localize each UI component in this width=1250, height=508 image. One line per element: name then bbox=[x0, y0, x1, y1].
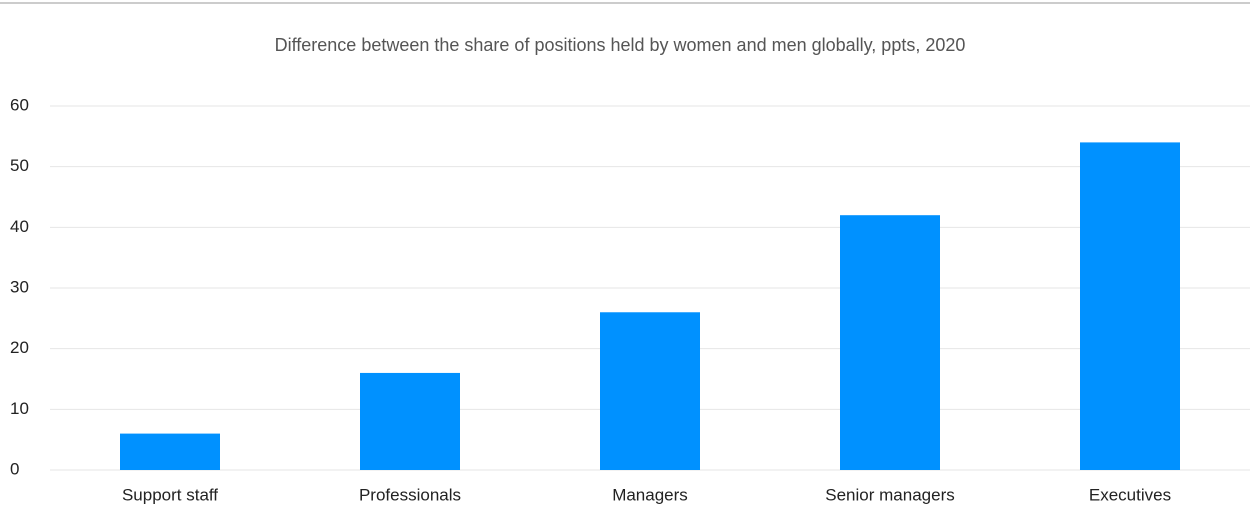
bar bbox=[600, 312, 700, 470]
y-tick-label: 40 bbox=[10, 217, 29, 236]
y-tick-label: 50 bbox=[10, 156, 29, 175]
y-tick-label: 30 bbox=[10, 277, 29, 296]
y-tick-label: 0 bbox=[10, 459, 19, 478]
bar bbox=[840, 215, 940, 470]
y-tick-label: 20 bbox=[10, 338, 29, 357]
bar bbox=[360, 372, 460, 470]
bar bbox=[1080, 142, 1180, 470]
y-tick-label: 60 bbox=[10, 95, 29, 114]
x-tick-label: Managers bbox=[612, 485, 688, 504]
y-tick-label: 10 bbox=[10, 399, 29, 418]
bar bbox=[120, 433, 220, 470]
x-tick-label: Senior managers bbox=[825, 485, 954, 504]
x-tick-label: Executives bbox=[1089, 485, 1171, 504]
x-tick-label: Support staff bbox=[122, 485, 218, 504]
x-tick-label: Professionals bbox=[359, 485, 461, 504]
chart-title: Difference between the share of position… bbox=[275, 35, 966, 55]
